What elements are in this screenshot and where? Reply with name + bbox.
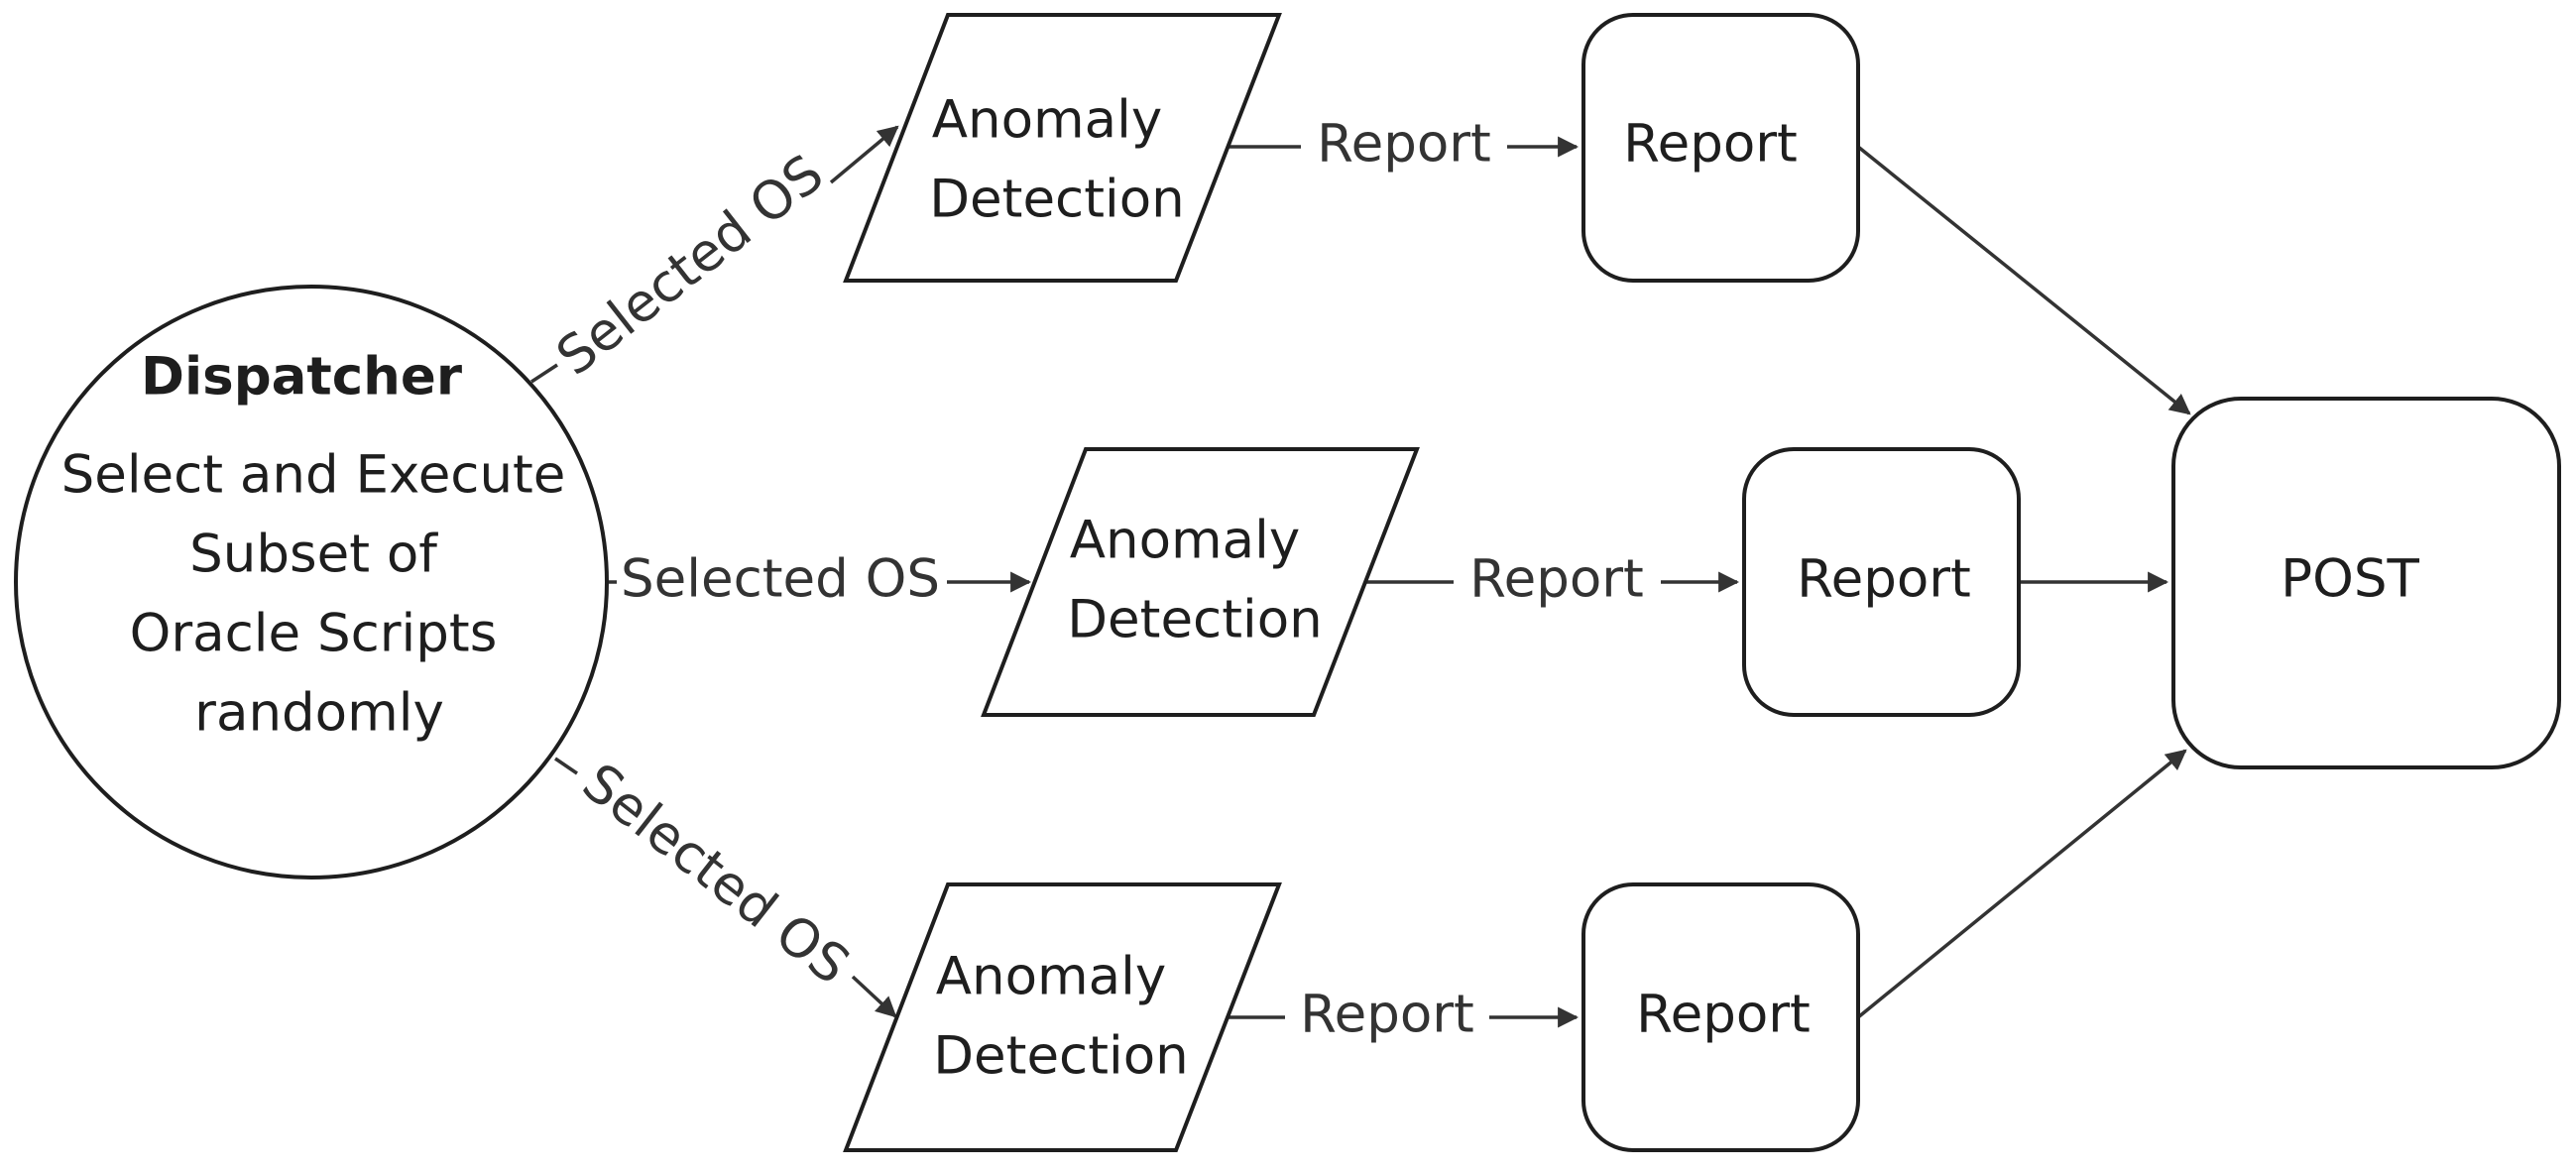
anomaly-detection-node-middle: Anomaly Detection — [981, 447, 1420, 717]
report-top-label: Report — [1623, 114, 1798, 175]
report-middle-label: Report — [1797, 549, 1971, 610]
edge-report-top-to-post — [1856, 145, 2191, 415]
post-label: POST — [2281, 549, 2419, 610]
edge-label-report-bottom: Report — [1300, 985, 1474, 1045]
anomaly-detection-node-top: Anomaly Detection — [843, 13, 1282, 283]
dispatcher-title: Dispatcher — [141, 347, 462, 408]
dispatcher-line-1: Select and Execute — [61, 445, 566, 506]
dispatcher-node: Dispatcher Select and Execute Subset of … — [14, 285, 609, 880]
edge-label-selected-os-middle: Selected OS — [621, 549, 940, 610]
anomaly-top-line-2: Detection — [929, 170, 1184, 230]
edge-anomaly-bottom-to-report-bottom: Report — [1228, 985, 1580, 1045]
report-node-bottom: Report — [1581, 882, 1860, 1152]
edge-label-report-middle: Report — [1469, 549, 1644, 610]
edge-dispatcher-to-anomaly-middle: Selected OS — [609, 549, 1032, 610]
dispatcher-line-2: Subset of — [189, 525, 438, 585]
report-bottom-label: Report — [1636, 985, 1811, 1045]
anomaly-middle-line-1: Anomaly — [1070, 511, 1300, 571]
edge-anomaly-middle-to-report-middle: Report — [1365, 549, 1740, 610]
edge-label-selected-os-top: Selected OS — [546, 144, 835, 388]
anomaly-bottom-line-1: Anomaly — [936, 947, 1166, 1007]
post-node: POST — [2171, 397, 2561, 769]
anomaly-top-line-1: Anomaly — [932, 90, 1162, 151]
report-node-middle: Report — [1742, 447, 2021, 717]
edge-dispatcher-to-anomaly-top: Selected OS — [530, 125, 899, 388]
dispatcher-line-4: randomly — [194, 683, 444, 744]
edge-dispatcher-to-anomaly-bottom: Selected OS — [554, 753, 897, 1018]
report-node-top: Report — [1581, 13, 1860, 283]
edge-label-selected-os-bottom: Selected OS — [571, 753, 860, 997]
edge-label-report-top: Report — [1317, 114, 1491, 175]
anomaly-middle-line-2: Detection — [1067, 590, 1322, 650]
edge-report-bottom-to-post — [1856, 749, 2187, 1019]
edge-anomaly-top-to-report-top: Report — [1228, 114, 1580, 175]
anomaly-bottom-line-2: Detection — [933, 1026, 1188, 1087]
dispatcher-line-3: Oracle Scripts — [130, 604, 498, 664]
anomaly-detection-node-bottom: Anomaly Detection — [843, 882, 1282, 1152]
